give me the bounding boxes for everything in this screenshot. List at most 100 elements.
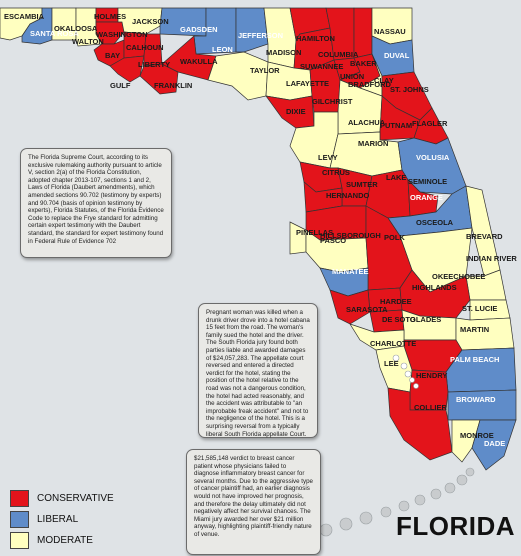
island-dot xyxy=(398,500,410,512)
county-label-clay: CLAY xyxy=(374,76,394,85)
florida-keys xyxy=(286,354,475,544)
legend-label-liberal: LIBERAL xyxy=(37,514,79,525)
county-label-holmes: HOLMES xyxy=(94,12,126,21)
county-label-taylor: TAYLOR xyxy=(250,66,280,75)
island-dot xyxy=(430,488,442,500)
county-jefferson xyxy=(235,7,269,53)
island-dot xyxy=(392,354,400,362)
county-label-hernando: HERNANDO xyxy=(326,191,370,200)
county-label-gulf: GULF xyxy=(110,81,131,90)
county-label-collier: COLLIER xyxy=(414,403,447,412)
county-label-palm-beach: PALM BEACH xyxy=(450,355,499,364)
county-label-franklin: FRANKLIN xyxy=(154,81,192,90)
county-label-sarasota: SARASOTA xyxy=(346,305,388,314)
county-label-seminole: SEMINOLE xyxy=(408,177,447,186)
county-label-okaloosa: OKALOOSA xyxy=(54,24,98,33)
county-martin xyxy=(455,317,515,351)
county-taylor xyxy=(207,51,269,101)
island-dot xyxy=(359,511,373,525)
county-label-columbia: COLUMBIA xyxy=(318,50,359,59)
county-label-polk: POLK xyxy=(384,233,405,242)
legend-swatch-moderate xyxy=(10,532,29,549)
county-label-hillsborough: HILLSBOROUGH xyxy=(320,231,381,240)
legend-item-liberal: LIBERAL xyxy=(10,509,114,530)
state-title: FLORIDA xyxy=(395,511,515,541)
county-label-orange: ORANGE xyxy=(410,193,443,202)
county-label-levy: LEVY xyxy=(318,153,338,162)
legend-item-moderate: MODERATE xyxy=(10,530,114,551)
county-label-st-johns: ST. JOHNS xyxy=(390,85,429,94)
county-label-indian-river: INDIAN RIVER xyxy=(466,254,517,263)
island-dot xyxy=(414,494,426,506)
county-label-pasco: PASCO xyxy=(320,236,346,245)
island-dot xyxy=(339,517,353,531)
county-label-leon: LEON xyxy=(212,45,233,54)
county-label-walton: WALTON xyxy=(72,37,104,46)
county-label-hamilton: HAMILTON xyxy=(296,34,335,43)
note-breast-cancer-verdict: $21,585,148 verdict to breast cancer pat… xyxy=(186,449,321,555)
county-label-citrus: CITRUS xyxy=(322,168,350,177)
county-label-calhoun: CALHOUN xyxy=(126,43,164,52)
legend-swatch-conservative xyxy=(10,490,29,507)
county-label-duval: DUVAL xyxy=(384,51,410,60)
county-label-brevard: BREVARD xyxy=(466,232,503,241)
county-label-de-soto: DE SOTO xyxy=(382,315,416,324)
county-label-st-lucie: ST. LUCIE xyxy=(462,304,497,313)
county-label-suwannee: SUWANNEE xyxy=(300,62,343,71)
island-dot xyxy=(444,482,456,494)
county-label-jefferson: JEFFERSON xyxy=(238,31,283,40)
counties-layer xyxy=(0,7,517,471)
county-label-escambia: ESCAMBIA xyxy=(4,12,45,21)
island-dot xyxy=(465,467,475,477)
county-label-nassau: NASSAU xyxy=(374,27,406,36)
county-label-marion: MARION xyxy=(358,139,388,148)
county-label-bay: BAY xyxy=(105,51,120,60)
legend-label-conservative: CONSERVATIVE xyxy=(37,493,114,504)
county-label-glades: GLADES xyxy=(410,315,441,324)
island-dot xyxy=(413,383,419,389)
island-dot xyxy=(409,377,415,383)
county-label-dade: DADE xyxy=(484,439,505,448)
county-label-manatee: MANATEE xyxy=(332,267,369,276)
note-daubert-amendment: The Florida Supreme Court, according to … xyxy=(20,148,172,258)
county-dade xyxy=(471,419,517,471)
county-label-okeechobee: OKEECHOBEE xyxy=(432,272,485,281)
county-label-gilchrist: GILCHRIST xyxy=(312,97,353,106)
county-label-sumter: SUMTER xyxy=(346,180,378,189)
county-gadsden xyxy=(159,7,207,37)
island-dot xyxy=(400,362,408,370)
county-label-dixie: DIXIE xyxy=(286,107,306,116)
county-seminole xyxy=(407,179,439,217)
county-pinellas xyxy=(289,221,307,255)
legend-label-moderate: MODERATE xyxy=(37,535,93,546)
legend: CONSERVATIVE LIBERAL MODERATE xyxy=(10,488,114,551)
county-hernando xyxy=(303,181,343,213)
county-label-charlotte: CHARLOTTE xyxy=(370,339,416,348)
county-label-lafayette: LAFAYETTE xyxy=(286,79,329,88)
county-label-liberty: LIBERTY xyxy=(138,60,170,69)
county-label-union: UNION xyxy=(340,72,364,81)
county-label-gadsden: GADSDEN xyxy=(180,25,218,34)
island-dot xyxy=(404,370,412,378)
county-label-washington: WASHINGTON xyxy=(96,30,148,39)
county-label-lee: LEE xyxy=(384,359,399,368)
county-label-lake: LAKE xyxy=(386,173,406,182)
legend-swatch-liberal xyxy=(10,511,29,528)
county-label-flagler: FLAGLER xyxy=(412,119,448,128)
county-label-osceola: OSCEOLA xyxy=(416,218,454,227)
legend-item-conservative: CONSERVATIVE xyxy=(10,488,114,509)
note-hotel-verdict: Pregnant woman was killed when a drunk d… xyxy=(198,303,318,438)
county-label-wakulla: WAKULLA xyxy=(180,57,218,66)
county-label-jackson: JACKSON xyxy=(132,17,169,26)
county-collier xyxy=(387,387,453,461)
county-label-santa-rosa: SANTA ROSA xyxy=(30,29,79,38)
county-label-volusia: VOLUSIA xyxy=(416,153,450,162)
county-label-martin: MARTIN xyxy=(460,325,489,334)
county-label-monroe: MONROE xyxy=(460,431,494,440)
county-label-pinellas: PINELLAS xyxy=(296,228,333,237)
county-label-alachua: ALACHUA xyxy=(348,118,386,127)
county-label-putnam: PUTNAM xyxy=(380,121,412,130)
county-label-bradford: BRADFORD xyxy=(348,80,391,89)
